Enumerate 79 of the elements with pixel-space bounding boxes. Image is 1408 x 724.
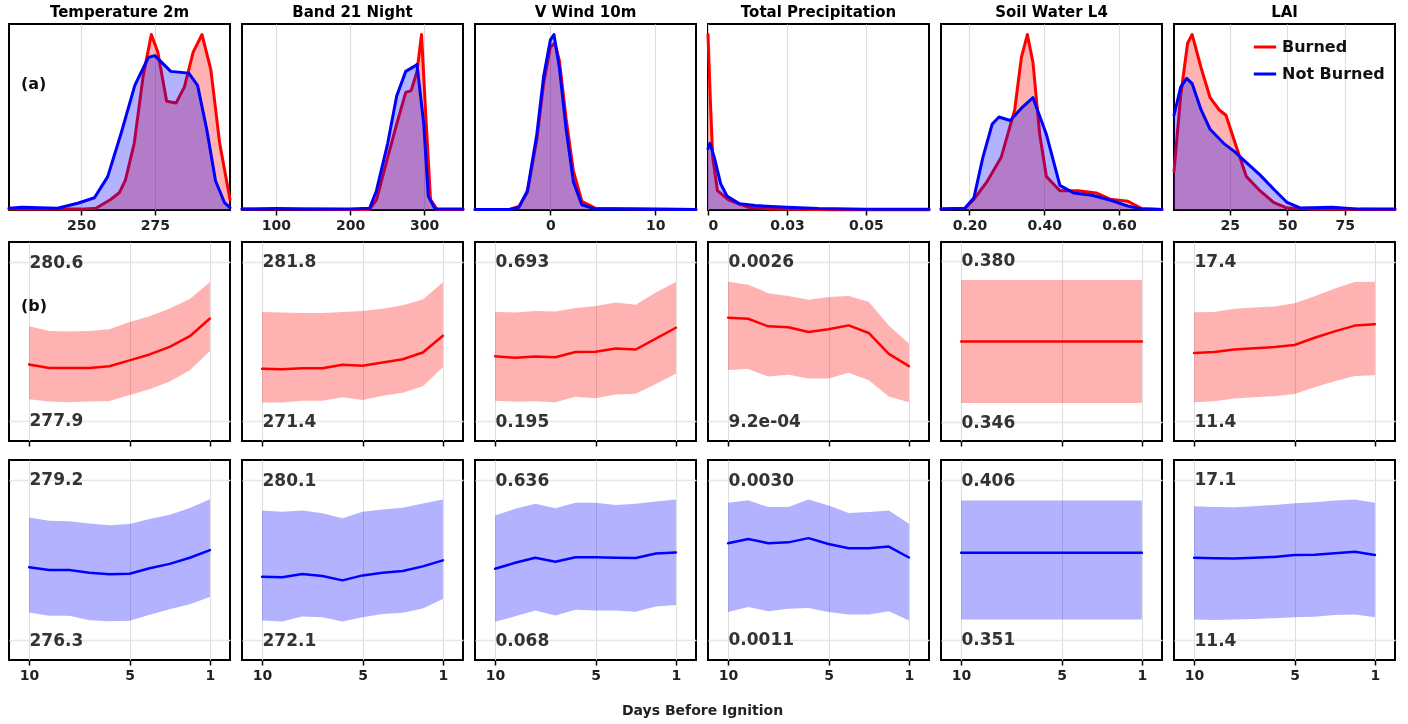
y-tick-label: 0.346 bbox=[961, 411, 1016, 432]
chart-title: LAI bbox=[1271, 3, 1298, 21]
y-tick-label: 11.4 bbox=[1194, 629, 1237, 650]
x-tick-label: 0.03 bbox=[770, 216, 805, 233]
x-tick-label: 5 bbox=[591, 666, 601, 683]
y-tick-label: 17.4 bbox=[1194, 251, 1237, 272]
y-tick-label: 0.351 bbox=[961, 629, 1016, 650]
x-tick-label: 10 bbox=[951, 666, 972, 683]
y-tick-label: 277.9 bbox=[29, 410, 84, 431]
y-tick-label: 0.406 bbox=[961, 469, 1016, 490]
y-tick-label: 0.0030 bbox=[728, 469, 795, 490]
line-series bbox=[493, 326, 678, 360]
x-axis-title: Days Before Ignition bbox=[621, 701, 784, 718]
y-tick-label: 276.3 bbox=[29, 629, 84, 650]
x-tick-label: 1 bbox=[438, 666, 449, 683]
line-series bbox=[260, 559, 445, 582]
y-tick-label: 272.1 bbox=[262, 629, 317, 650]
x-tick-label: 100 bbox=[261, 216, 292, 233]
x-tick-label: 1 bbox=[205, 666, 216, 683]
x-tick-label: 1 bbox=[671, 666, 682, 683]
y-tick-label: 0.195 bbox=[495, 410, 550, 431]
line-series bbox=[260, 334, 445, 371]
x-tick-label: 0.20 bbox=[952, 216, 988, 233]
chart-title: Soil Water L4 bbox=[995, 3, 1108, 21]
x-tick-label: 5 bbox=[1057, 666, 1067, 683]
y-tick-label: 0.693 bbox=[495, 251, 550, 272]
line-series bbox=[493, 551, 678, 570]
x-tick-label: 0.60 bbox=[1102, 216, 1138, 233]
chart-title: Band 21 Night bbox=[292, 3, 413, 21]
x-tick-label: 10 bbox=[252, 666, 273, 683]
y-tick-label: 280.1 bbox=[262, 469, 317, 490]
x-tick-label: 0 bbox=[546, 216, 557, 233]
x-tick-label: 5 bbox=[824, 666, 834, 683]
chart-title: Temperature 2m bbox=[49, 3, 190, 21]
line-series bbox=[27, 317, 212, 370]
x-tick-label: 25 bbox=[1220, 216, 1240, 233]
y-tick-label: 0.380 bbox=[961, 250, 1016, 271]
y-tick-label: 280.6 bbox=[29, 251, 84, 272]
x-tick-label: 0.05 bbox=[849, 216, 884, 233]
x-tick-label: 5 bbox=[125, 666, 135, 683]
x-tick-label: 1 bbox=[904, 666, 915, 683]
x-tick-label: 0.40 bbox=[1027, 216, 1063, 233]
x-tick-label: 250 bbox=[67, 216, 97, 233]
x-tick-label: 10 bbox=[718, 666, 739, 683]
x-tick-label: 10 bbox=[645, 216, 666, 233]
annotation: (a) bbox=[21, 73, 47, 93]
x-tick-label: 75 bbox=[1335, 216, 1355, 233]
x-tick-label: 1 bbox=[1370, 666, 1381, 683]
x-tick-label: 0 bbox=[708, 216, 719, 233]
y-tick-label: 281.8 bbox=[262, 251, 317, 272]
x-tick-label: 275 bbox=[140, 216, 170, 233]
y-tick-label: 279.2 bbox=[29, 469, 84, 490]
chart-title: V Wind 10m bbox=[534, 3, 637, 21]
y-tick-label: 0.068 bbox=[495, 629, 550, 650]
chart-title: Total Precipitation bbox=[740, 3, 897, 21]
y-tick-label: 11.4 bbox=[1194, 410, 1237, 431]
y-tick-label: 271.4 bbox=[262, 410, 317, 431]
annotation: (b) bbox=[21, 295, 48, 315]
x-tick-label: 300 bbox=[410, 216, 440, 233]
x-tick-label: 5 bbox=[1290, 666, 1300, 683]
y-tick-label: 0.0026 bbox=[728, 251, 795, 272]
x-tick-label: 1 bbox=[1137, 666, 1148, 683]
x-tick-label: 10 bbox=[485, 666, 506, 683]
line-series bbox=[1192, 323, 1377, 355]
x-tick-label: 200 bbox=[335, 216, 366, 233]
legend-label: Not Burned bbox=[1282, 64, 1385, 83]
line-series bbox=[1192, 550, 1377, 560]
x-tick-label: 5 bbox=[358, 666, 368, 683]
x-tick-label: 10 bbox=[19, 666, 40, 683]
y-tick-label: 17.1 bbox=[1194, 469, 1237, 490]
y-tick-label: 0.636 bbox=[495, 469, 550, 490]
line-series bbox=[726, 316, 911, 368]
y-tick-label: 0.0011 bbox=[728, 629, 795, 650]
y-tick-label: 9.2e-04 bbox=[728, 410, 802, 431]
x-tick-label: 50 bbox=[1277, 216, 1298, 233]
legend-label: Burned bbox=[1282, 37, 1348, 56]
line-series bbox=[27, 548, 212, 576]
x-tick-label: 10 bbox=[1184, 666, 1205, 683]
line-series bbox=[726, 536, 911, 559]
